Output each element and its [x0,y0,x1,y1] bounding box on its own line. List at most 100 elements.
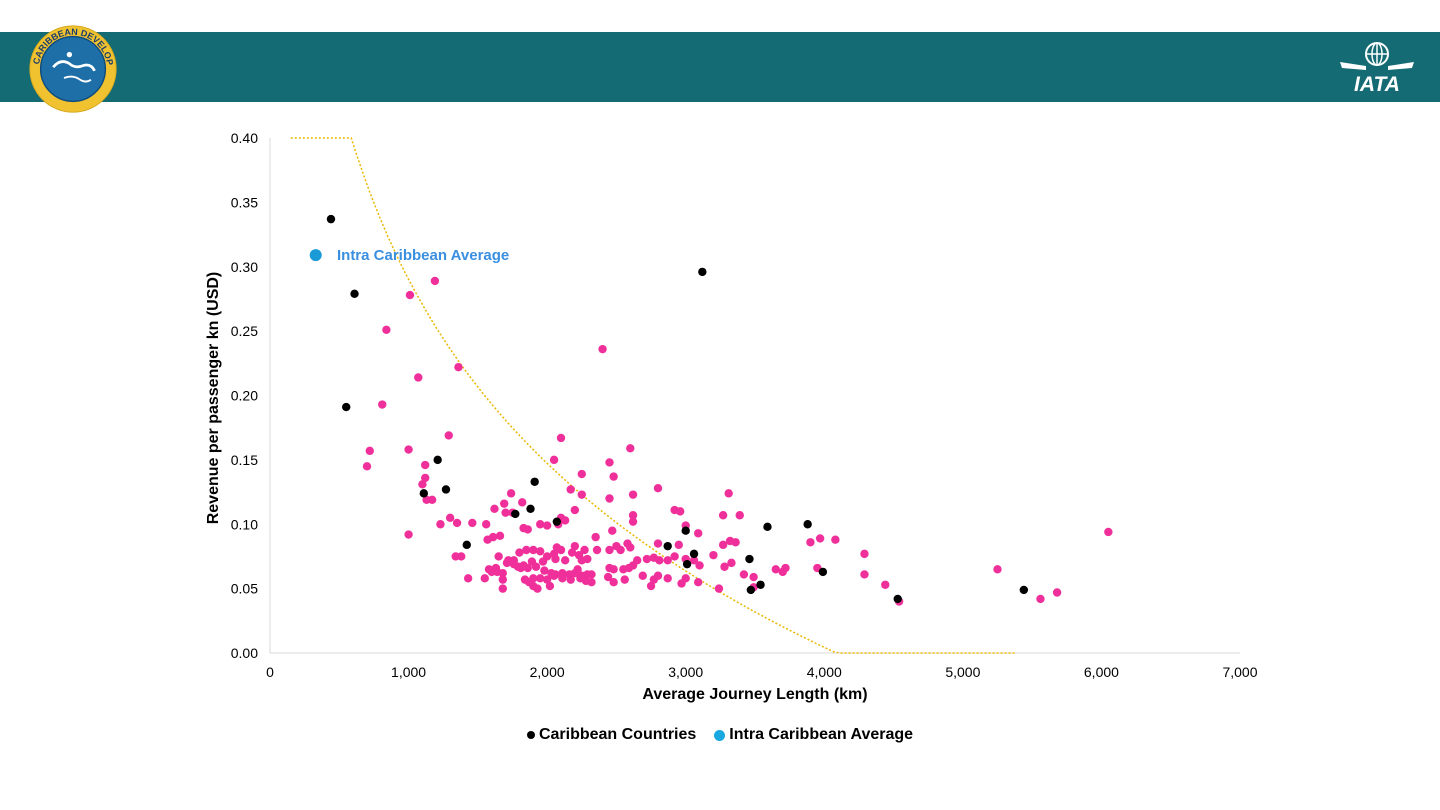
point-other-routes [494,552,503,561]
point-other-routes [993,565,1002,574]
point-other-routes [523,563,532,573]
point-other-routes [739,570,749,579]
point-other-routes [628,517,638,526]
point-other-routes [577,469,586,479]
point-other-routes [720,562,729,571]
point-other-routes [501,508,510,517]
point-other-routes [536,520,545,529]
point-other-routes [609,472,618,481]
point-other-routes [605,494,614,503]
point-other-routes [605,458,614,467]
legend-marker-intra-caribbean-average [714,729,726,741]
point-other-routes [718,540,728,550]
point-other-routes [587,577,596,587]
point-other-routes [414,373,423,382]
point-other-routes [724,489,733,498]
point-other-routes [427,495,437,504]
point-caribbean-countries [326,214,336,224]
point-other-routes [378,400,387,409]
point-caribbean-countries [893,594,902,604]
point-other-routes [781,563,790,573]
y-tick-label: 0.00 [231,645,258,661]
point-other-routes [536,574,545,583]
point-other-routes [626,543,635,552]
point-other-routes [609,577,618,587]
point-other-routes [626,444,635,453]
point-other-routes [693,529,703,538]
point-other-routes [418,480,427,489]
point-other-routes [498,568,507,578]
point-caribbean-countries [818,567,828,577]
point-caribbean-countries [763,522,772,532]
point-other-routes [523,525,532,534]
y-tick-label: 0.05 [231,581,258,597]
legend-label-caribbean-countries: Caribbean Countries [538,726,697,743]
legend: Caribbean Countries Intra Caribbean Aver… [0,726,1440,744]
y-tick-label: 0.20 [231,388,258,404]
point-other-routes [538,557,548,566]
x-tick-label: 7,000 [1222,664,1257,680]
point-other-routes [533,584,542,593]
point-other-routes [881,580,890,589]
point-other-routes [551,554,560,564]
point-other-routes [502,558,512,568]
point-caribbean-countries [350,289,359,298]
x-axis-label: Average Journey Length (km) [642,686,867,703]
y-tick-label: 0.40 [231,130,258,146]
point-other-routes [444,431,453,440]
point-other-routes [545,581,555,591]
x-tick-label: 1,000 [391,664,426,680]
point-other-routes [609,565,618,574]
point-other-routes [620,575,629,584]
point-other-routes [642,554,652,564]
point-other-routes [689,556,699,565]
point-other-routes [362,462,372,471]
point-other-routes [365,446,374,456]
point-other-routes [628,511,638,520]
point-other-routes [498,575,507,584]
point-other-routes [515,548,524,557]
header-bar [0,32,1440,102]
point-other-routes [616,545,625,555]
point-caribbean-countries [746,585,756,595]
point-caribbean-countries [682,559,692,569]
point-other-routes [646,581,656,591]
point-other-routes [1104,527,1113,537]
point-other-routes [573,565,582,574]
point-other-routes [674,540,683,550]
point-other-routes [718,511,728,520]
point-caribbean-countries [530,477,539,486]
point-other-routes [670,552,679,561]
point-other-routes [695,561,704,570]
point-other-routes [560,516,570,525]
point-other-routes [454,362,463,372]
point-other-routes [522,545,531,555]
point-other-routes [592,545,602,555]
point-other-routes [749,572,758,582]
point-other-routes [516,563,526,573]
point-intra-caribbean-average [309,249,322,262]
point-caribbean-countries [663,541,672,551]
point-other-routes [653,484,663,493]
point-other-routes [445,513,455,523]
point-other-routes [549,455,559,465]
point-other-routes [603,572,613,582]
x-tick-label: 5,000 [945,664,980,680]
point-other-routes [714,584,724,593]
cdb-logo: CARIBBEAN DEVELOPMENT BANK [27,24,117,113]
point-other-routes [404,445,413,454]
x-tick-label: 6,000 [1084,664,1119,680]
point-other-routes [1036,594,1045,604]
point-other-routes [566,575,575,584]
point-other-routes [382,325,391,335]
x-tick-labels: 0 1,000 2,000 3,000 4,000 5,000 6,000 7,000 [266,664,1258,680]
point-other-routes [404,530,413,539]
y-tick-labels: 0.00 0.05 0.10 0.15 0.20 0.25 0.30 0.35 0.40 [231,130,258,661]
point-other-routes [506,489,516,498]
point-other-routes [481,520,491,529]
annotation-intra-caribbean: Intra Caribbean Average [337,247,509,264]
point-caribbean-countries [745,554,754,564]
x-tick-label: 3,000 [668,664,703,680]
point-caribbean-countries [526,504,535,513]
